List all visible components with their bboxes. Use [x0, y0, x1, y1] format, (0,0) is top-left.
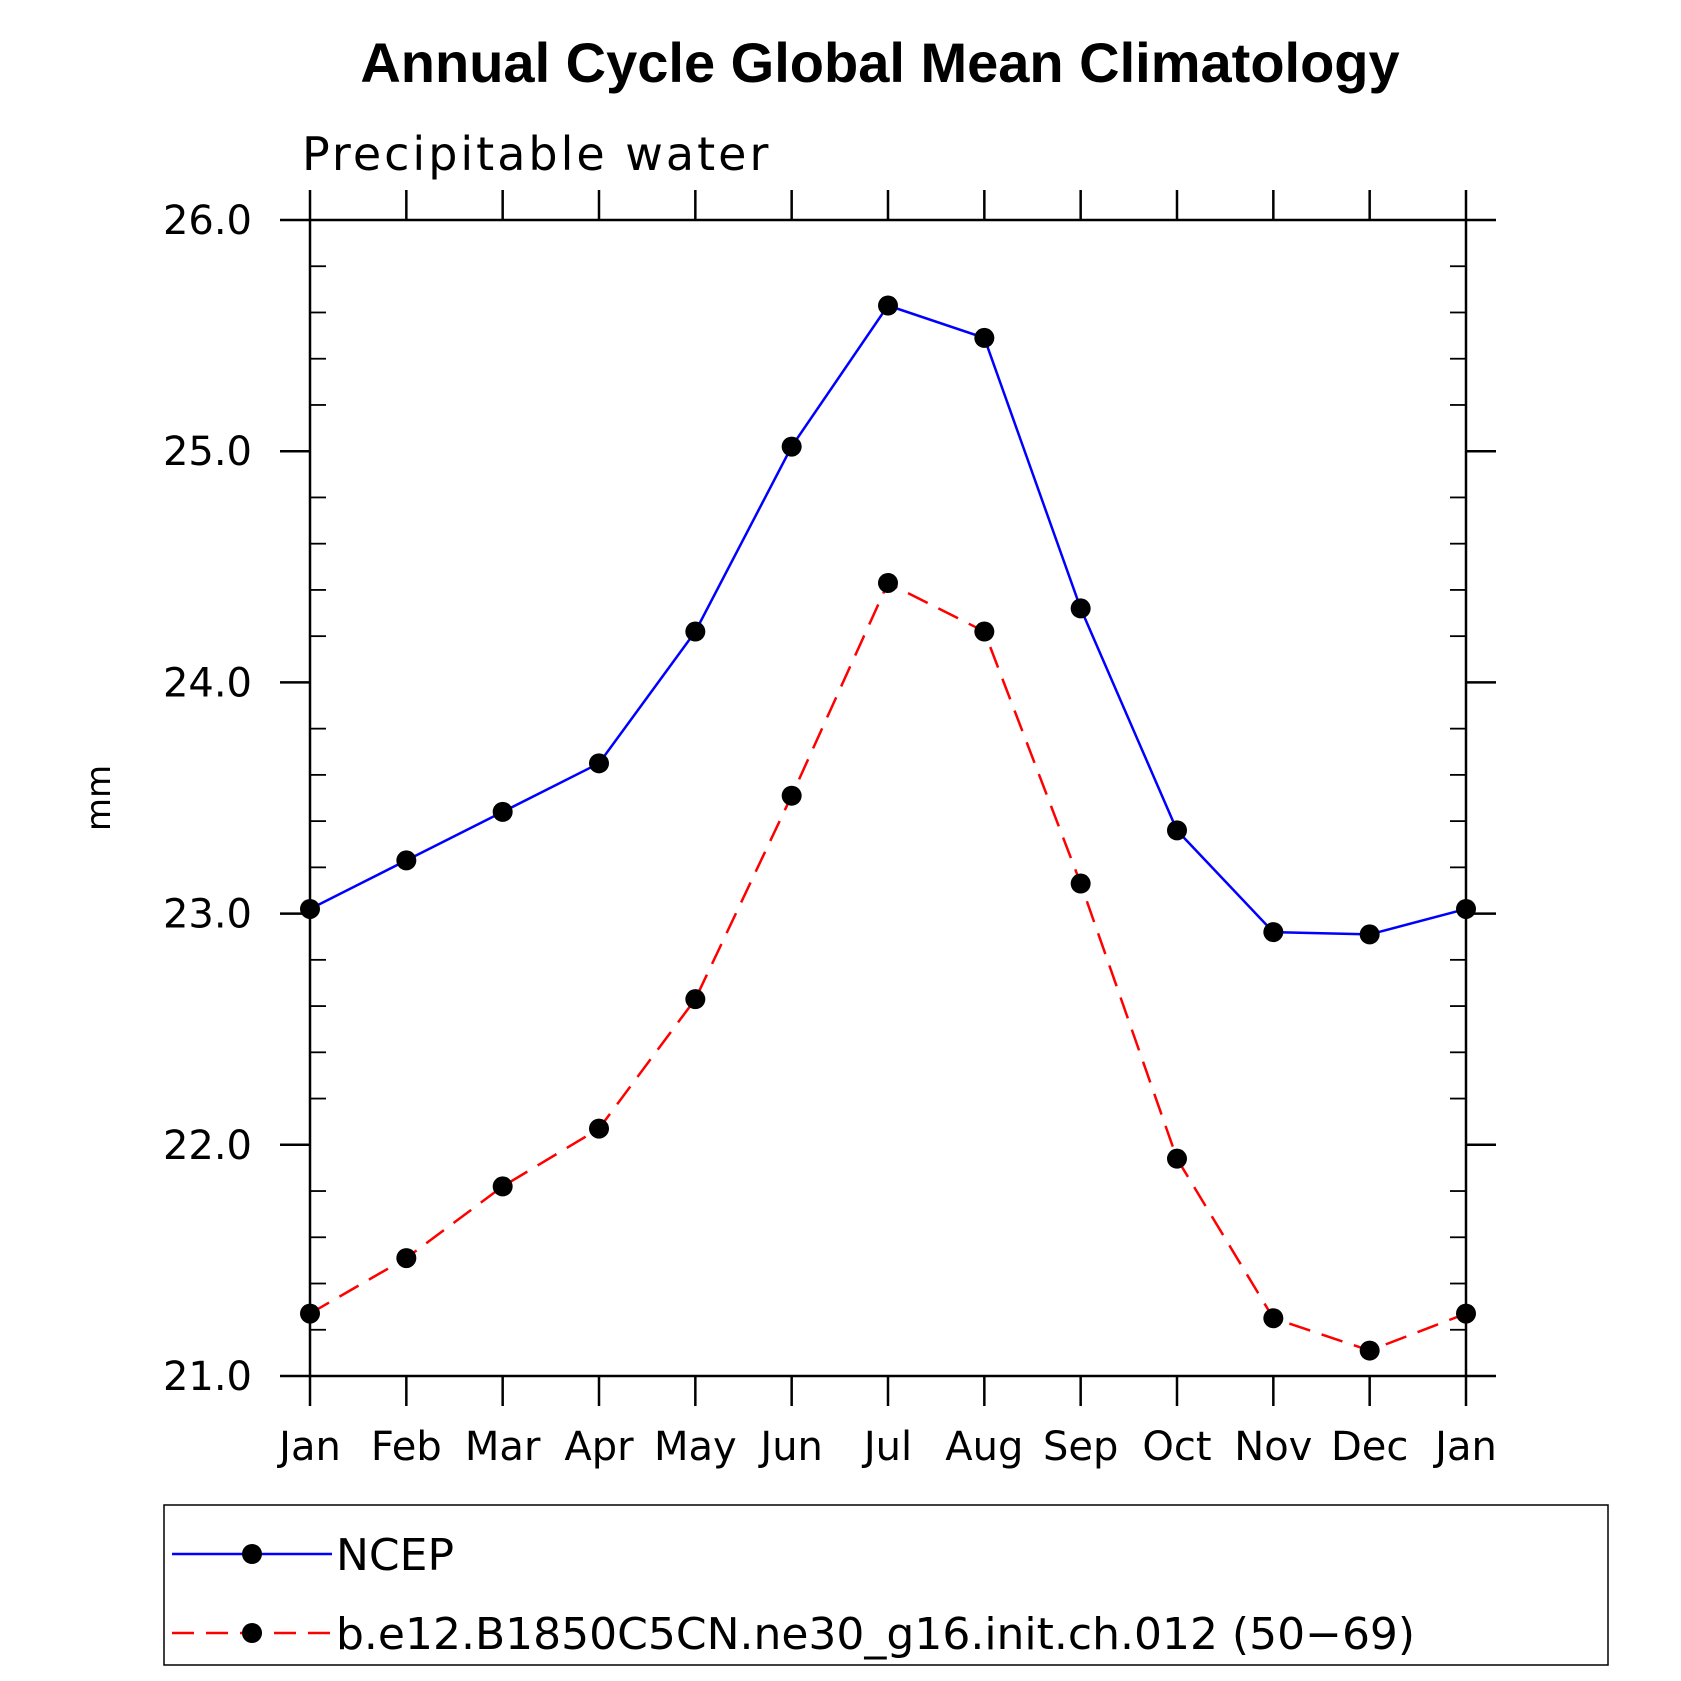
y-tick-label: 21.0: [163, 1354, 252, 1400]
x-tick-label: Jan: [276, 1424, 341, 1470]
data-point: [1359, 1340, 1380, 1361]
axes: 21.0 22.0 23.0 24.0 25.0 26.0 Jan Feb Mar Apr May J…: [163, 190, 1497, 1470]
data-point: [974, 327, 995, 348]
x-tick-label: May: [654, 1424, 737, 1470]
legend-marker: [242, 1623, 262, 1643]
data-point: [1456, 898, 1476, 919]
y-tick-label: 23.0: [163, 892, 252, 938]
data-point: [1167, 1148, 1187, 1169]
chart-title: Annual Cycle Global Mean Climatology: [360, 31, 1399, 94]
y-tick-label: 24.0: [163, 660, 252, 706]
series-1: [300, 572, 1476, 1361]
data-point: [396, 850, 417, 871]
data-point: [1167, 820, 1187, 841]
data-point: [685, 621, 706, 642]
legend-label: b.e12.B1850C5CN.ne30_g16.init.ch.012 (50…: [336, 1609, 1415, 1660]
data-point: [589, 753, 609, 774]
x-tick-label: Sep: [1043, 1424, 1118, 1470]
y-axis-label: mm: [79, 765, 119, 831]
x-tick-label: Oct: [1142, 1424, 1211, 1470]
legend-label: NCEP: [336, 1530, 454, 1581]
data-point: [781, 785, 802, 806]
x-tick-label: Apr: [564, 1424, 634, 1470]
data-point: [1456, 1303, 1476, 1324]
series-0: [300, 295, 1476, 945]
legend-box: [163, 1504, 1609, 1666]
data-point: [1263, 922, 1284, 943]
y-tick-label: 22.0: [163, 1123, 252, 1169]
data-point: [1070, 873, 1091, 894]
data-point: [1070, 598, 1091, 619]
x-tick-label: Feb: [371, 1424, 442, 1470]
data-point: [589, 1118, 609, 1139]
data-point: [878, 572, 898, 593]
x-tick-label: Jan: [1432, 1424, 1497, 1470]
legend-marker: [242, 1544, 262, 1564]
data-point: [1359, 924, 1380, 945]
data-point: [300, 1303, 320, 1324]
legend: NCEP b.e12.B1850C5CN.ne30_g16.init.ch.012…: [163, 1504, 1609, 1666]
series-line: [309, 581, 1467, 1352]
x-tick-label: Jun: [757, 1424, 823, 1470]
y-tick-label: 25.0: [163, 429, 252, 475]
data-point: [1263, 1308, 1284, 1329]
data-point: [492, 1176, 513, 1197]
x-tick-label: Jul: [861, 1424, 912, 1470]
x-tick-label: Mar: [465, 1424, 541, 1470]
chart-subtitle: Precipitable water: [302, 127, 771, 181]
series-layer: [300, 295, 1476, 1361]
data-point: [492, 801, 513, 822]
data-point: [781, 436, 802, 457]
x-tick-label: Nov: [1234, 1424, 1312, 1470]
data-point: [300, 898, 320, 919]
data-point: [878, 295, 898, 316]
plot-frame: [308, 218, 1468, 1378]
y-tick-label: 26.0: [163, 198, 252, 244]
x-tick-label: Aug: [945, 1424, 1023, 1470]
x-tick-label: Dec: [1331, 1424, 1408, 1470]
data-point: [685, 989, 706, 1010]
series-line: [309, 304, 1467, 936]
data-point: [974, 621, 995, 642]
data-point: [396, 1248, 417, 1269]
